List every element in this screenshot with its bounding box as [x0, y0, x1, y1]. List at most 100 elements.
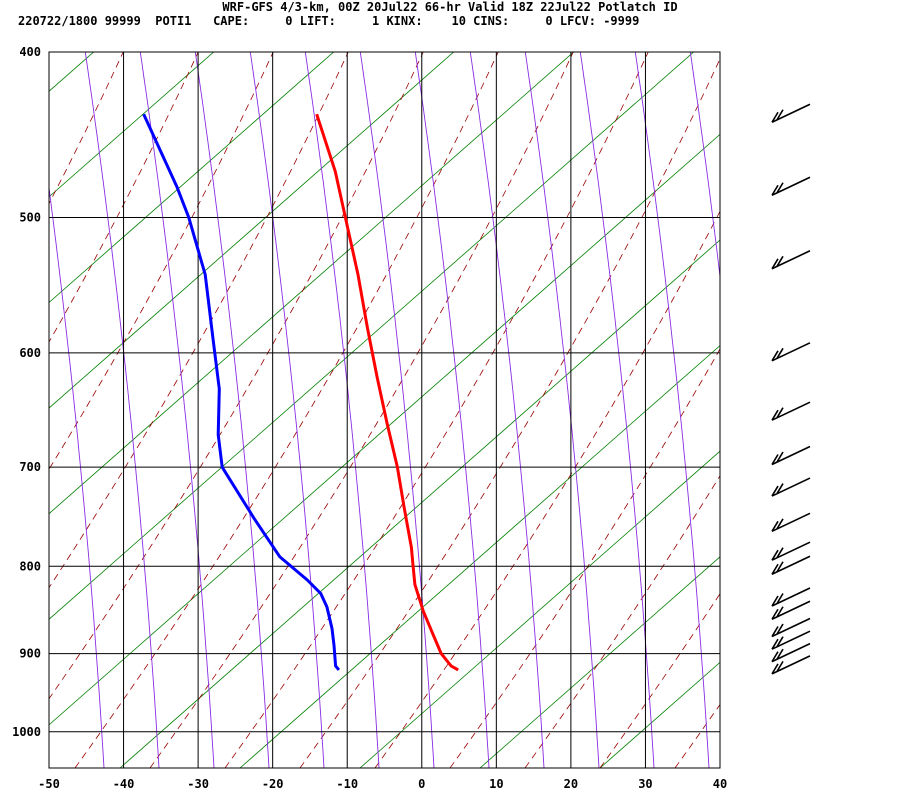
y-tick-label: 900: [19, 647, 41, 661]
wind-barb-flag: [776, 407, 784, 419]
wind-barb: [771, 655, 811, 675]
wind-barb-flag: [771, 111, 779, 123]
wind-barb: [771, 617, 811, 638]
wind-barb: [771, 250, 811, 270]
dry-adiabat-line: [719, 767, 720, 768]
moist-adiabat-line: [224, 52, 649, 768]
wind-barb-flag: [776, 547, 784, 559]
wind-barb-flag: [771, 520, 779, 532]
x-tick-label: -10: [336, 777, 358, 791]
wind-barb-flag: [771, 549, 779, 561]
wind-barb: [771, 555, 811, 575]
wind-barb-staff: [771, 587, 811, 607]
y-tick-labels: 400 500 600 700 800 900 1000: [12, 45, 41, 739]
moist-adiabat-line: [49, 52, 274, 471]
wind-barb-flag: [771, 258, 779, 270]
wind-barb: [771, 587, 811, 607]
dry-adiabat-line: [359, 450, 720, 768]
x-tick-label: 30: [638, 777, 652, 791]
mixing-ratio-line: [49, 184, 105, 768]
moist-adiabat-line: [449, 348, 720, 768]
x-tick-labels: -50 -40 -30 -20 -10 0 10 20 30 40: [38, 777, 727, 791]
dry-adiabat-line: [479, 556, 720, 768]
wind-barb-staff: [771, 176, 811, 196]
y-tick-label: 600: [19, 346, 41, 360]
wind-barb-staff: [771, 655, 811, 675]
dry-adiabat-line: [239, 345, 720, 768]
stability-indices-line: 220722/1800 99999 POTI1 CAPE: 0 LIFT: 1 …: [18, 14, 640, 28]
y-tick-label: 1000: [12, 725, 41, 739]
wind-barb-staff: [771, 477, 811, 497]
wind-barb: [771, 103, 811, 123]
y-tick-label: 400: [19, 45, 41, 59]
wind-barb-staff: [771, 617, 811, 638]
moist-adiabat-line: [299, 57, 720, 768]
wind-barb: [771, 512, 811, 533]
moist-adiabat-line: [825, 36, 900, 768]
wind-barb-staff: [771, 342, 811, 362]
wind-barb-flag: [776, 593, 784, 604]
x-tick-label: -40: [113, 777, 135, 791]
mixing-ratio-line: [579, 52, 655, 768]
wind-barb-staff: [771, 600, 811, 620]
wind-barb-flag: [771, 409, 779, 421]
dry-adiabat-line: [49, 52, 695, 620]
mixing-ratio-line: [798, 33, 875, 768]
wind-barb-staff: [771, 555, 811, 575]
wind-barb-staff: [771, 445, 811, 466]
wind-barb: [771, 600, 811, 620]
wind-barb-staff: [771, 630, 811, 650]
moist-adiabat-line: [374, 210, 720, 768]
wind-barb-flag: [771, 651, 779, 663]
dry-adiabat-line: [49, 52, 335, 304]
background-lines: [49, 0, 900, 768]
moist-adiabat-line: [524, 475, 720, 768]
wind-barb-flag: [776, 451, 784, 463]
wind-barb-flag: [776, 636, 784, 648]
moist-adiabat-line: [49, 52, 424, 700]
y-tick-label: 800: [19, 559, 41, 573]
y-tick-label: 500: [19, 211, 41, 225]
wind-barb-flag: [776, 660, 784, 672]
wind-barb: [771, 401, 811, 421]
wind-barb: [771, 642, 811, 663]
x-tick-label: -20: [262, 777, 284, 791]
dry-adiabat-line: [49, 52, 215, 198]
mixing-ratio-line: [194, 52, 270, 768]
wind-barb-staff: [771, 103, 811, 123]
mixing-ratio-line: [414, 52, 490, 768]
wind-barb-flag: [776, 561, 784, 573]
moist-adiabat-line: [599, 593, 720, 768]
moist-adiabat-line: [149, 52, 574, 768]
mixing-ratio-line: [524, 52, 600, 768]
wind-barb: [771, 630, 811, 650]
mixing-ratio-line: [249, 52, 325, 768]
wind-barb-flag: [771, 608, 779, 620]
x-tick-label: 40: [713, 777, 727, 791]
moist-adiabat-line: [49, 52, 349, 589]
wind-barbs: [771, 103, 811, 675]
wind-barb-flag: [776, 648, 784, 660]
wind-barb-flag: [771, 663, 779, 675]
wind-barb-flag: [771, 626, 779, 637]
mixing-ratio-line: [634, 52, 710, 768]
x-tick-label: 20: [564, 777, 578, 791]
temperature-profile: [315, 113, 459, 672]
dry-adiabat-line: [840, 0, 900, 768]
mixing-ratio-line: [304, 52, 380, 768]
wind-barb-staff: [771, 512, 811, 533]
wind-barb-staff: [771, 541, 811, 561]
wind-barb: [771, 176, 811, 196]
mixing-ratio-line: [689, 52, 720, 281]
wind-barb-flag: [771, 485, 779, 497]
dry-adiabat-line: [49, 133, 720, 726]
plot-frame: [48, 51, 721, 769]
profiles: [142, 113, 459, 672]
x-tick-label: -30: [187, 777, 209, 791]
x-tick-label: 0: [418, 777, 425, 791]
mixing-ratio-line: [469, 52, 545, 768]
moist-adiabat-line: [674, 703, 720, 768]
wind-barb-flag: [776, 182, 784, 194]
dry-adiabat-line: [49, 52, 575, 515]
